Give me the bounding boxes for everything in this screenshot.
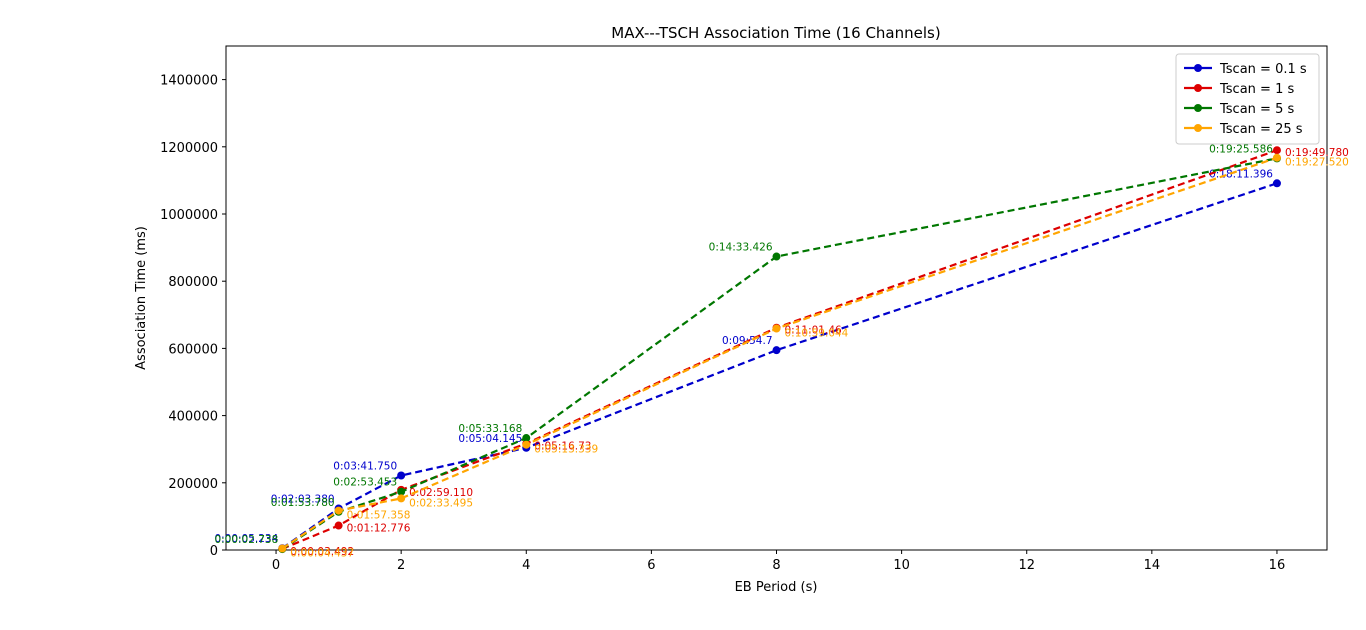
legend-swatch-marker [1194, 84, 1202, 92]
y-tick-label: 800000 [168, 275, 218, 290]
legend-box [1175, 53, 1320, 145]
legend-entry-label: Tscan = 0.1 s [1219, 62, 1307, 77]
legend-entry-label: Tscan = 25 s [1219, 122, 1303, 137]
data-label: 0:00:05.234 [214, 533, 278, 545]
data-label: 0:02:33.495 [409, 497, 473, 509]
data-point [772, 324, 781, 333]
data-label: 0:01:53.780 [271, 497, 335, 509]
x-axis-label: EB Period (s) [735, 580, 818, 595]
chart-title: MAX---TSCH Association Time (16 Channels… [611, 24, 940, 42]
y-tick-label: 1400000 [160, 74, 218, 89]
y-tick-label: 200000 [168, 477, 218, 492]
data-label: 0:00:02.738 [214, 534, 278, 546]
data-label: 0:05:33.168 [458, 423, 522, 435]
data-point [772, 346, 781, 355]
x-tick-label: 12 [1018, 558, 1035, 573]
series-line [281, 182, 1278, 550]
data-label: 0:01:12.776 [347, 523, 411, 535]
y-tick-label: 600000 [168, 342, 218, 357]
data-point [397, 494, 406, 503]
data-label: 0:03:41.750 [333, 460, 397, 472]
data-label: 0:02:59.110 [409, 487, 473, 499]
data-label: 0:05:16.73 [534, 441, 591, 453]
data-label: 0:14:33.426 [709, 242, 773, 254]
x-tick-label: 0 [272, 558, 280, 573]
data-label: 0:00:04.437 [290, 548, 354, 560]
x-tick-label: 14 [1144, 558, 1161, 573]
data-label: 0:05:13.339 [534, 444, 598, 456]
data-point [1272, 146, 1281, 155]
y-axis-label: Association Time (ms) [134, 226, 149, 370]
x-tick-label: 8 [772, 558, 780, 573]
legend-swatch-marker [1194, 124, 1202, 132]
data-label: 0:11:01.46 [785, 325, 842, 337]
data-label: 0:10:59.044 [785, 328, 849, 340]
data-point [772, 252, 781, 261]
data-label: 0:19:25.586 [1209, 143, 1273, 155]
legend-entry-label: Tscan = 5 s [1219, 102, 1294, 117]
data-label: 0:02:53.453 [333, 477, 397, 489]
x-tick-label: 2 [397, 558, 405, 573]
data-point [334, 521, 343, 530]
data-label: 0:19:27.520 [1285, 157, 1349, 169]
data-label: 0:05:04.145 [458, 433, 522, 445]
data-point [397, 487, 406, 496]
data-point [1272, 153, 1281, 162]
data-point [334, 506, 343, 515]
x-tick-label: 10 [893, 558, 910, 573]
y-tick-label: 0 [210, 544, 218, 559]
series-line [281, 156, 1278, 550]
data-label: 0:00:03.492 [290, 546, 354, 558]
data-point [278, 544, 287, 553]
data-point [522, 434, 531, 443]
data-point [1272, 179, 1281, 188]
x-tick-label: 6 [647, 558, 655, 573]
data-label: 0:02:03.380 [271, 494, 335, 506]
plot-area: 0 2 4 6 8 10 12 14 16 0 200000 400000 600000 800000 10… [160, 45, 1349, 573]
legend-entry-label: Tscan = 1 s [1219, 82, 1294, 97]
series-line [281, 149, 1278, 550]
legend-swatch-marker [1194, 104, 1202, 112]
data-label: 0:18:11.396 [1209, 168, 1273, 180]
y-tick-label: 1000000 [160, 208, 218, 223]
data-label: 0:01:57.358 [347, 510, 411, 522]
x-tick-label: 16 [1269, 558, 1286, 573]
x-tick-label: 4 [522, 558, 530, 573]
data-point [522, 440, 531, 449]
y-tick-label: 1200000 [160, 141, 218, 156]
data-label: 0:19:49.780 [1285, 147, 1349, 159]
y-tick-label: 400000 [168, 410, 218, 425]
legend-swatch-marker [1194, 64, 1202, 72]
data-point [397, 471, 406, 480]
